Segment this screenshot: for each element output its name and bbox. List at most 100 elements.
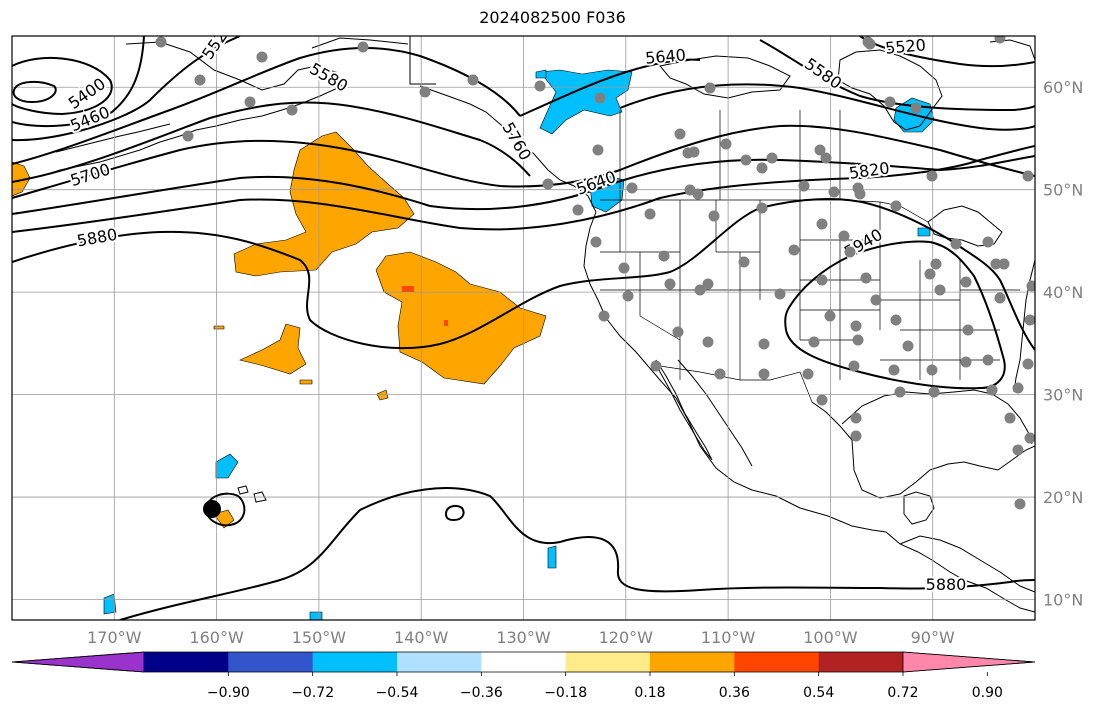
colorbar-tick-label: −0.90 <box>207 685 250 701</box>
station-marker <box>994 292 1006 304</box>
station-marker <box>814 144 826 156</box>
station-marker <box>688 146 700 158</box>
station-marker <box>572 204 584 216</box>
station-marker <box>998 258 1010 270</box>
colorbar-extend-high <box>902 651 1036 673</box>
longitude-label: 170°W <box>87 628 142 647</box>
station-marker <box>808 336 820 348</box>
longitude-label: 100°W <box>803 628 858 647</box>
contour-5760 <box>12 155 1035 215</box>
station-marker <box>594 92 606 104</box>
station-marker <box>644 208 656 220</box>
station-marker <box>850 320 862 332</box>
station-marker <box>674 128 686 140</box>
station-marker <box>766 152 778 164</box>
station-marker <box>590 236 602 248</box>
station-marker <box>926 170 938 182</box>
colorbar-tick-label: 0.54 <box>803 685 834 701</box>
alaska-north-coast <box>311 37 409 49</box>
station-marker <box>798 180 810 192</box>
station-marker <box>758 338 770 350</box>
contour-hawaii-closed <box>204 492 246 527</box>
station-marker <box>816 218 828 230</box>
latitude-label: 50°N <box>1043 181 1083 200</box>
colorbar-segment <box>397 652 482 672</box>
station-marker <box>774 288 786 300</box>
station-marker <box>820 152 832 164</box>
latitude-label: 10°N <box>1043 591 1083 610</box>
station-marker <box>1022 358 1034 370</box>
station-marker <box>828 186 840 198</box>
strong-anomaly-spot-2 <box>444 320 448 326</box>
station-marker <box>862 36 874 48</box>
station-marker <box>1022 170 1034 182</box>
station-marker <box>622 290 634 302</box>
gulf-north-coast <box>841 389 1033 445</box>
longitude-label: 90°W <box>911 628 955 647</box>
station-marker <box>926 364 938 376</box>
station-marker <box>738 256 750 268</box>
positive-anomaly-small-2 <box>213 325 225 330</box>
contour-5820 <box>12 145 1035 233</box>
station-marker <box>672 326 684 338</box>
positive-anomaly-small-1 <box>376 389 389 401</box>
contour-5880-n <box>12 198 1035 351</box>
latitude-label: 40°N <box>1043 283 1083 302</box>
station-marker <box>1014 498 1026 510</box>
latitude-label: 30°N <box>1043 386 1083 405</box>
positive-anomaly-small-3 <box>299 379 313 385</box>
colorbar-tick-label: −0.54 <box>376 685 419 701</box>
station-marker <box>816 274 828 286</box>
colorbar-outline <box>11 651 1036 673</box>
station-marker <box>888 364 900 376</box>
positive-anomaly-west-edge <box>12 161 31 197</box>
station-marker <box>1012 382 1024 394</box>
colorbar-tick-label: 0.18 <box>634 685 665 701</box>
negative-anomaly-small-3 <box>309 611 323 620</box>
station-marker <box>419 86 431 98</box>
station-marker <box>962 324 974 336</box>
station-marker <box>850 412 862 424</box>
negative-anomaly-alaska-small <box>535 69 547 79</box>
longitude-label: 130°W <box>496 628 551 647</box>
station-marker <box>1026 280 1035 292</box>
graticule <box>12 36 1035 620</box>
contour-5640-ne <box>619 83 1035 131</box>
station-marker <box>994 36 1006 44</box>
negative-anomaly-great-lakes <box>917 227 931 237</box>
station-marker <box>902 340 914 352</box>
station-marker <box>467 74 479 86</box>
baja-california <box>655 359 713 461</box>
colorbar-segment <box>228 652 314 672</box>
station-marker <box>756 162 768 174</box>
canada-boundary-alaska <box>409 36 436 85</box>
station-marker <box>910 102 922 114</box>
station-marker <box>720 138 732 150</box>
station-marker <box>542 178 554 190</box>
station-marker <box>758 368 770 380</box>
latitude-label: 60°N <box>1043 78 1083 97</box>
negative-anomaly-yukon <box>539 69 633 135</box>
aleutian-islands <box>55 123 171 153</box>
station-marker <box>650 360 662 372</box>
station-marker <box>708 210 720 222</box>
station-marker <box>982 354 994 366</box>
station-marker <box>740 154 752 166</box>
station-marker <box>890 314 902 326</box>
strong-anomaly-spot-1 <box>402 286 414 292</box>
colorbar-tick-label: 0.72 <box>887 685 918 701</box>
station-marker <box>950 238 962 250</box>
colorbar-tick-label: 0.90 <box>972 685 1003 701</box>
station-markers <box>155 36 1035 510</box>
station-marker <box>860 272 872 284</box>
colorbar-segment <box>481 652 567 672</box>
map-title: 2024082500 F036 <box>479 8 626 27</box>
contour-5400-low <box>12 80 57 104</box>
longitude-label: 160°W <box>189 628 244 647</box>
station-marker <box>848 360 860 372</box>
colorbar: −0.90 −0.72 −0.54 −0.36 −0.18 0.18 0.36 0.54 0.7… <box>11 651 1036 701</box>
station-marker <box>592 144 604 156</box>
station-marker <box>824 310 836 322</box>
tropical-storm-marker <box>203 500 221 518</box>
colorbar-segment <box>734 652 820 672</box>
